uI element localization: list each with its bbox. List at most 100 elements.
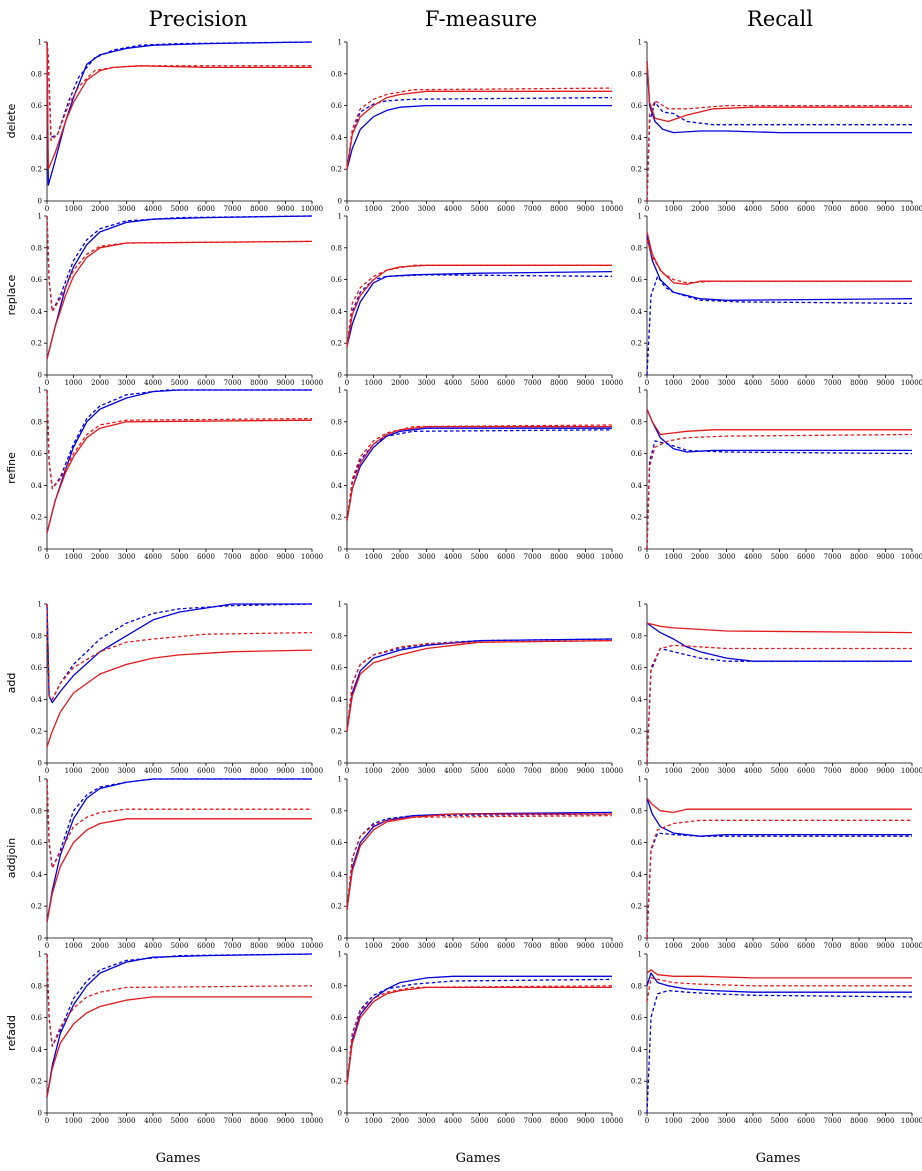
y-tick-label: 0 (638, 198, 642, 206)
y-tick-label: 0.2 (31, 903, 42, 911)
panel-add-precision: 0 1000 2000 3000 4000 5000 6000 7000 8000 9000 100… (31, 601, 323, 776)
x-tick-label: 1000 (365, 379, 383, 387)
y-tick-label: 1 (338, 387, 342, 395)
series-line-red-solid (46, 41, 312, 170)
y-tick-label: 1 (38, 601, 42, 609)
x-tick-label: 7000 (524, 767, 542, 775)
x-tick-label: 10000 (601, 942, 623, 950)
x-tick-label: 1000 (365, 767, 383, 775)
x-tick-label: 10000 (301, 767, 323, 775)
x-tick-label: 2000 (91, 942, 109, 950)
x-tick-label: 7000 (824, 942, 842, 950)
series-line-red-dashed (646, 977, 912, 1002)
y-tick-label: 1 (638, 39, 642, 47)
y-tick-label: 0 (338, 1110, 342, 1118)
series-line-red-dashed (346, 424, 613, 521)
x-tick-label: 0 (645, 942, 649, 950)
x-tick-label: 8000 (850, 379, 868, 387)
y-tick-label: 0.2 (631, 514, 642, 522)
x-tick-label: 0 (45, 379, 49, 387)
x-tick-label: 5000 (471, 553, 489, 561)
y-tick-label: 0 (638, 1110, 642, 1118)
x-tick-label: 8000 (250, 942, 268, 950)
series-line-blue-solid (346, 811, 613, 910)
row-label-addjoin: addjoin (5, 838, 18, 879)
x-tick-label: 6000 (497, 942, 515, 950)
x-tick-label: 4000 (444, 553, 462, 561)
y-tick-label: 1 (38, 39, 42, 47)
x-tick-label: 10000 (901, 767, 922, 775)
series-line-red-dashed (646, 433, 913, 550)
y-tick-label: 0.4 (331, 1046, 343, 1054)
x-tick-label: 9000 (277, 942, 295, 950)
y-tick-label: 0.8 (631, 418, 642, 426)
panel-refine-f-measure: 0 1000 2000 3000 4000 5000 6000 7000 8000 9000 100… (331, 387, 623, 562)
y-tick-label: 0.2 (31, 1078, 42, 1086)
series-line-blue-dashed (346, 638, 613, 732)
y-tick-label: 0.6 (631, 276, 643, 284)
x-tick-label: 8000 (250, 767, 268, 775)
x-tick-label: 10000 (901, 205, 922, 213)
x-tick-label: 0 (345, 379, 349, 387)
x-tick-label: 6000 (497, 379, 515, 387)
x-tick-label: 2000 (691, 205, 709, 213)
y-tick-label: 1 (38, 951, 42, 959)
series-line-blue-solid (646, 972, 912, 993)
y-tick-label: 0.6 (331, 276, 343, 284)
x-tick-label: 1000 (365, 942, 383, 950)
series-line-blue-dashed (346, 813, 613, 910)
x-tick-label: 9000 (877, 553, 895, 561)
column-title-recall: Recall (747, 7, 813, 31)
series-line-blue-dashed (346, 96, 613, 170)
series-line-red-dashed (346, 264, 612, 347)
y-tick-label: 0.8 (31, 632, 42, 640)
y-tick-label: 0.2 (331, 514, 342, 522)
x-tick-label: 5000 (771, 553, 789, 561)
y-tick-label: 0.6 (31, 1014, 43, 1022)
y-tick-label: 0.6 (631, 839, 643, 847)
panel-addjoin-recall: 0 1000 2000 3000 4000 5000 6000 7000 8000 9000 100… (631, 776, 922, 951)
y-tick-label: 0 (38, 935, 42, 943)
y-tick-label: 0.6 (31, 839, 43, 847)
x-tick-label: 5000 (771, 1117, 789, 1125)
y-tick-label: 1 (338, 213, 342, 221)
y-tick-label: 0.6 (31, 102, 43, 110)
y-tick-label: 0.8 (31, 418, 42, 426)
y-tick-label: 0.8 (331, 982, 342, 990)
x-tick-label: 8000 (850, 1117, 868, 1125)
series-line-red-solid (346, 425, 612, 521)
x-tick-label: 4000 (444, 379, 462, 387)
x-tick-label: 1000 (365, 553, 383, 561)
x-tick-label: 3000 (418, 942, 436, 950)
x-tick-label: 10000 (901, 1117, 922, 1125)
y-tick-label: 0.4 (331, 134, 343, 142)
series-line-blue-dashed (346, 429, 613, 521)
x-tick-label: 8000 (550, 942, 568, 950)
x-tick-label: 6000 (797, 205, 815, 213)
y-tick-label: 0.8 (331, 807, 342, 815)
x-tick-label: 0 (45, 767, 49, 775)
series-line-red-solid (646, 408, 912, 436)
x-tick-label: 7000 (224, 553, 242, 561)
x-tick-label: 9000 (577, 942, 595, 950)
x-tick-label: 1000 (665, 942, 683, 950)
x-tick-label: 7000 (524, 205, 542, 213)
series-line-blue-dashed (46, 778, 312, 869)
x-tick-label: 8000 (250, 1117, 268, 1125)
y-tick-label: 0.2 (331, 903, 342, 911)
series-line-blue-dashed (46, 953, 313, 1047)
x-tick-label: 6000 (197, 1117, 215, 1125)
x-tick-label: 10000 (601, 379, 623, 387)
series-line-blue-solid (46, 389, 312, 534)
series-line-blue-dashed (646, 832, 912, 939)
series-line-blue-solid (46, 778, 312, 923)
x-tick-label: 5000 (471, 379, 489, 387)
x-tick-label: 9000 (877, 379, 895, 387)
y-tick-label: 0.4 (31, 134, 43, 142)
x-tick-label: 9000 (877, 205, 895, 213)
x-tick-label: 6000 (797, 1117, 815, 1125)
y-tick-label: 0.6 (31, 664, 43, 672)
x-tick-label: 8000 (550, 1117, 568, 1125)
series-line-blue-solid (646, 797, 912, 837)
x-tick-label: 6000 (497, 205, 515, 213)
